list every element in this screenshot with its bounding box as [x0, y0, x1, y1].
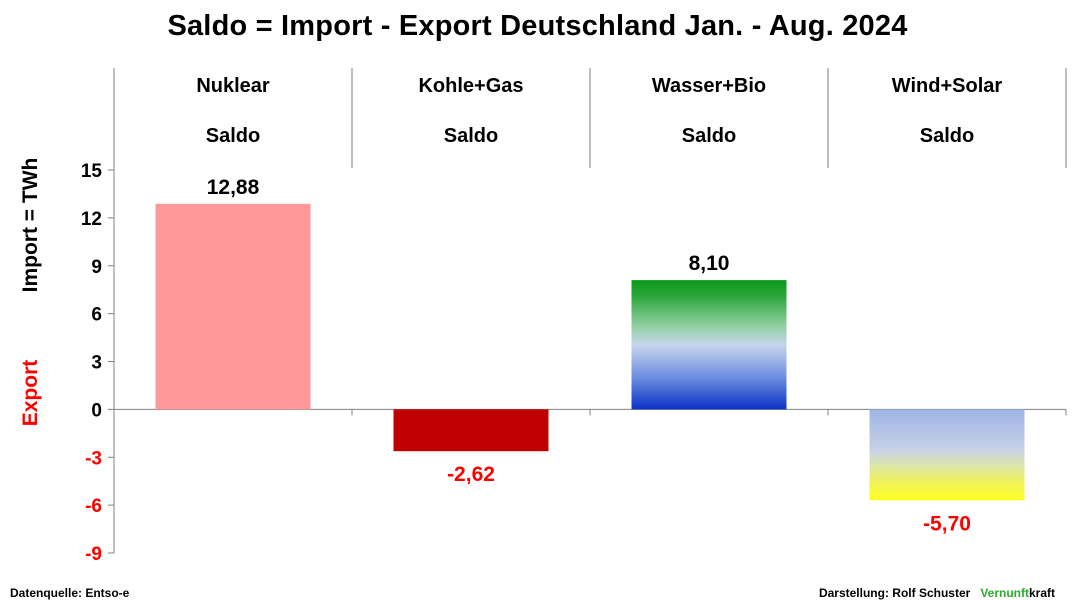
category-label: Wind+Solar: [892, 75, 1003, 97]
y-tick-label: 15: [81, 161, 103, 182]
y-tick-label: -6: [85, 496, 102, 517]
author-credit: Darstellung: Rolf Schuster: [818, 586, 971, 600]
bar-wasser-bio: [631, 280, 787, 410]
category-sublabel: Saldo: [444, 125, 498, 147]
category-label: Nuklear: [196, 75, 270, 97]
category-sublabel: Saldo: [682, 125, 736, 147]
y-tick-label: 9: [91, 257, 102, 278]
brand-part1: Vernunft: [980, 586, 1029, 600]
y-tick-label: -9: [85, 544, 102, 565]
brand-part2: kraft: [1028, 586, 1055, 600]
category-label: Kohle+Gas: [418, 75, 523, 97]
data-source-note: Datenquelle: Entso-e: [10, 586, 130, 600]
bar-kohle-gas: [393, 409, 549, 452]
category-sublabel: Saldo: [206, 125, 260, 147]
category-sublabel: Saldo: [920, 125, 974, 147]
data-label: 12,88: [207, 176, 260, 199]
y-axis-title-export: Export: [19, 360, 42, 427]
y-axis-title-import: Import = TWh: [19, 158, 42, 293]
data-label: -5,70: [923, 512, 971, 535]
y-tick-label: 6: [91, 305, 102, 326]
bar-nuklear: [155, 203, 311, 410]
credit-note: Darstellung: Rolf Schuster Vernunftkraft: [819, 586, 1055, 600]
y-tick-label: 3: [91, 353, 102, 374]
chart-title: Saldo = Import - Export Deutschland Jan.…: [167, 10, 908, 42]
data-label: -2,62: [447, 463, 495, 486]
y-tick-label: -3: [85, 448, 102, 469]
category-label: Wasser+Bio: [652, 75, 766, 97]
y-tick-label: 0: [91, 400, 102, 421]
data-label: 8,10: [689, 252, 730, 275]
bar-wind-solar: [869, 409, 1025, 501]
y-tick-label: 12: [81, 209, 102, 230]
